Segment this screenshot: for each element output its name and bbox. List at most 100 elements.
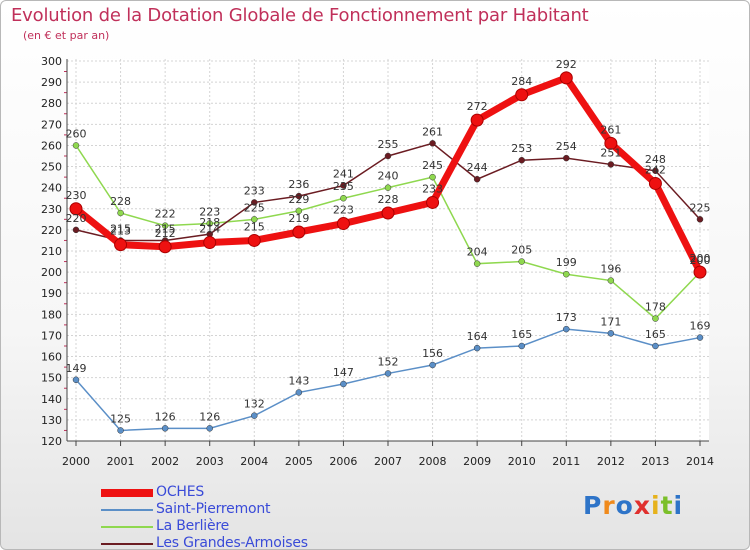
data-label-saint-pierremont: 169 [690,320,711,333]
logo-letter: t [660,491,674,520]
data-label-la-berliere: 178 [645,301,666,314]
data-label-la-berliere: 222 [155,208,176,221]
y-tick-label: 130 [41,414,62,427]
data-point-saint-pierremont [473,344,481,352]
data-point-la-berliere [607,277,615,284]
x-tick-label: 2000 [62,455,90,468]
label-layer: 230 213 212 214 215 219 223 228 233 272 284 292 261 2… [66,58,711,426]
data-label-la-berliere: 199 [556,256,577,269]
data-label-oches: 242 [645,163,666,176]
data-label-saint-pierremont: 152 [378,355,399,368]
x-tick-label: 2013 [641,455,669,468]
x-tick-label: 2002 [151,455,179,468]
data-point-saint-pierremont [295,389,303,396]
data-label-oches: 228 [378,193,399,206]
data-label-les-grandes-armoises: 254 [556,140,577,153]
data-point-saint-pierremont [251,412,258,419]
x-tick-label: 2005 [285,455,313,468]
data-label-la-berliere: 240 [378,170,399,183]
y-tick-label: 250 [41,161,62,174]
data-label-la-berliere: 260 [66,127,87,140]
logo-letter: o [615,491,634,520]
data-label-saint-pierremont: 132 [244,398,265,411]
x-tick-label: 2007 [374,455,402,468]
y-tick-label: 230 [41,203,62,216]
data-point-les-grandes-armoises [563,154,570,162]
data-point-oches [203,236,217,250]
data-label-oches: 233 [422,182,443,195]
data-point-les-grandes-armoises [251,199,258,206]
data-point-la-berliere [117,209,124,217]
data-label-oches: 215 [244,220,265,233]
x-tick-label: 2003 [196,455,224,468]
data-point-oches [693,265,707,279]
y-tick-label: 140 [41,393,62,406]
data-label-les-grandes-armoises: 244 [467,161,488,174]
data-point-les-grandes-armoises [518,156,525,164]
chart-title: Evolution de la Dotation Globale de Fonc… [11,5,589,26]
data-label-saint-pierremont: 149 [66,362,87,375]
data-point-oches [158,240,172,254]
data-point-saint-pierremont [429,361,436,369]
data-point-les-grandes-armoises [72,226,80,234]
data-label-les-grandes-armoises: 251 [600,146,621,159]
legend-swatch [101,509,153,511]
data-label-oches: 230 [66,189,87,202]
y-tick-label: 190 [41,287,62,300]
data-label-saint-pierremont: 143 [288,374,309,387]
data-label-oches: 212 [155,227,176,240]
data-point-oches [381,206,395,220]
data-point-la-berliere [652,315,659,322]
data-label-les-grandes-armoises: 241 [333,168,354,181]
data-point-les-grandes-armoises [340,182,347,189]
data-point-les-grandes-armoises [429,140,436,147]
data-point-les-grandes-armoises [295,192,303,200]
data-point-les-grandes-armoises [473,175,481,183]
data-label-les-grandes-armoises: 253 [511,142,532,155]
legend-label: Saint-Pierremont [156,501,271,517]
y-tick-label: 260 [41,139,62,152]
data-label-la-berliere: 245 [422,159,443,172]
data-label-oches: 261 [600,123,621,136]
data-point-oches [604,136,618,150]
data-label-saint-pierremont: 125 [110,412,131,425]
data-label-les-grandes-armoises: 218 [199,216,220,229]
data-point-saint-pierremont [518,342,525,350]
legend-swatch [101,543,153,545]
data-label-les-grandes-armoises: 261 [422,125,443,138]
data-point-saint-pierremont [72,376,80,384]
y-tick-label: 300 [41,55,62,68]
data-point-la-berliere [295,207,303,215]
data-label-oches: 223 [333,204,354,217]
data-label-les-grandes-armoises: 255 [378,138,399,151]
data-label-saint-pierremont: 147 [333,366,354,379]
data-label-les-grandes-armoises: 215 [110,222,131,235]
data-point-saint-pierremont [384,370,392,377]
data-point-la-berliere [563,270,570,278]
grid-layer [67,59,709,442]
x-tick-label: 2014 [686,455,714,468]
data-label-oches: 219 [288,212,309,225]
data-label-oches: 292 [556,58,577,71]
logo-letter: i [651,491,661,520]
data-label-saint-pierremont: 126 [199,410,220,423]
data-label-saint-pierremont: 164 [467,330,488,343]
data-point-les-grandes-armoises [607,161,615,168]
y-tick-label: 280 [41,97,62,110]
data-point-saint-pierremont [206,425,213,432]
data-label-la-berliere: 235 [333,180,354,193]
x-tick-label: 2004 [240,455,268,468]
data-point-la-berliere [518,258,525,265]
data-label-la-berliere: 196 [600,263,621,276]
legend-label: OCHES [156,484,205,500]
y-tick-label: 200 [41,266,62,279]
data-label-oches: 200 [690,252,711,265]
data-label-la-berliere: 204 [467,246,488,259]
y-tick-label: 270 [41,118,62,131]
data-point-la-berliere [340,194,347,202]
x-tick-label: 2001 [107,455,135,468]
data-label-la-berliere: 205 [511,244,532,257]
proxiti-logo: Proxiti [583,491,683,520]
y-tick-label: 290 [41,76,62,89]
